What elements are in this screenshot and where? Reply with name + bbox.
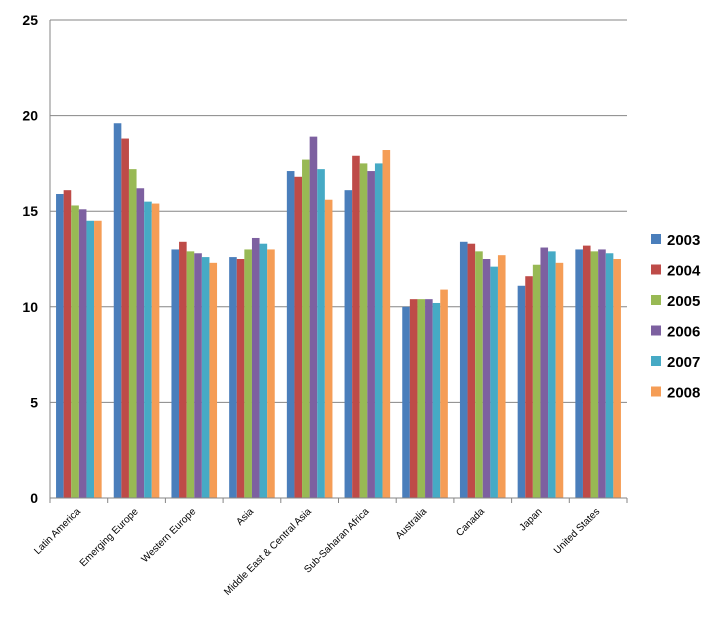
bar-2007 [605,253,614,498]
bar-2006 [482,259,491,498]
x-tick-label: Emerging Europe [78,506,141,569]
legend-swatch-2003 [651,234,661,244]
legend-label: 2006 [667,324,700,341]
x-tick-label: Western Europe [140,506,199,565]
bar-2006 [309,136,318,498]
bar-2004 [63,190,72,498]
bar-2004 [525,276,533,498]
x-tick-label: Australia [394,506,430,542]
bar-2007 [490,266,498,498]
bar-2007 [432,302,441,498]
bar-2006 [425,299,433,498]
axes [49,20,628,503]
bar-2007 [86,220,95,498]
bar-2003 [171,249,180,498]
bar-2007 [374,163,383,498]
bar-2003 [459,241,468,499]
bar-2008 [613,259,621,498]
bar-2004 [467,243,476,498]
bar-2006 [194,253,202,498]
legend-swatch-2004 [651,264,661,275]
bar-2004 [409,299,418,498]
y-tick-label: 5 [30,394,38,410]
bar-2004 [294,176,303,498]
x-tick-label: Canada [454,506,487,539]
bar-2005 [475,251,483,498]
x-tick-label: Japan [518,506,545,533]
bars [56,123,621,499]
x-tick-label: Asia [235,506,257,528]
bar-2003 [402,306,410,498]
bar-2008 [382,150,391,499]
bar-2008 [497,255,506,498]
bar-2007 [548,251,556,498]
legend-swatch-2005 [651,295,661,305]
bar-2005 [186,251,195,498]
x-tick-label: Sub-Saharan Africa [302,506,371,575]
legend-label: 2008 [667,385,700,402]
bar-2003 [517,285,526,498]
bar-2003 [56,193,64,498]
bar-2007 [259,243,268,498]
bar-2005 [532,264,541,498]
legend-label: 2005 [667,293,700,310]
legend-label: 2007 [667,354,700,371]
bar-2005 [71,205,79,499]
bar-2008 [324,199,333,498]
bar-2008 [440,289,448,498]
bar-2006 [251,237,260,498]
bar-2006 [136,188,145,499]
bar-2005 [302,159,310,499]
bar-2008 [267,249,275,498]
bar-2005 [359,163,368,498]
bar-2004 [352,155,360,498]
bar-2008 [209,262,218,498]
legend-label: 2004 [667,263,701,280]
bar-2007 [201,257,210,498]
bar-2003 [286,171,295,498]
bar-2004 [236,259,245,498]
bar-2006 [540,247,549,498]
y-tick-label: 0 [30,490,38,506]
bar-2005 [590,251,599,498]
bar-2005 [417,299,426,498]
legend-label: 2003 [667,232,700,249]
legend-swatch-2007 [651,356,661,366]
bar-2003 [344,190,353,498]
bar-2004 [121,138,129,498]
bar-2007 [317,169,325,499]
legend-swatch-2006 [651,325,661,336]
y-tick-label: 15 [22,203,38,219]
bar-2003 [229,257,237,498]
y-axis-tick-labels: 0 5 10 15 20 25 [22,12,38,506]
x-tick-label: United States [552,506,602,556]
bar-2003 [575,249,583,498]
bar-2005 [128,169,137,499]
bar-2008 [555,262,564,498]
y-tick-label: 20 [22,108,38,124]
bar-2008 [94,220,102,498]
bar-2006 [78,209,87,498]
y-tick-label: 25 [22,12,38,28]
bar-2003 [113,123,122,499]
bar-2006 [598,249,606,498]
legend: 2003 2004 2005 2006 2007 2008 [651,232,701,402]
bar-2005 [244,249,252,498]
bar-2006 [367,171,375,498]
y-tick-label: 10 [22,299,38,315]
bar-2004 [582,245,591,498]
legend-swatch-2008 [651,386,661,397]
bar-2008 [151,203,160,498]
bar-2007 [144,201,152,498]
bar-2004 [179,241,187,499]
x-tick-label: Latin America [32,506,83,557]
